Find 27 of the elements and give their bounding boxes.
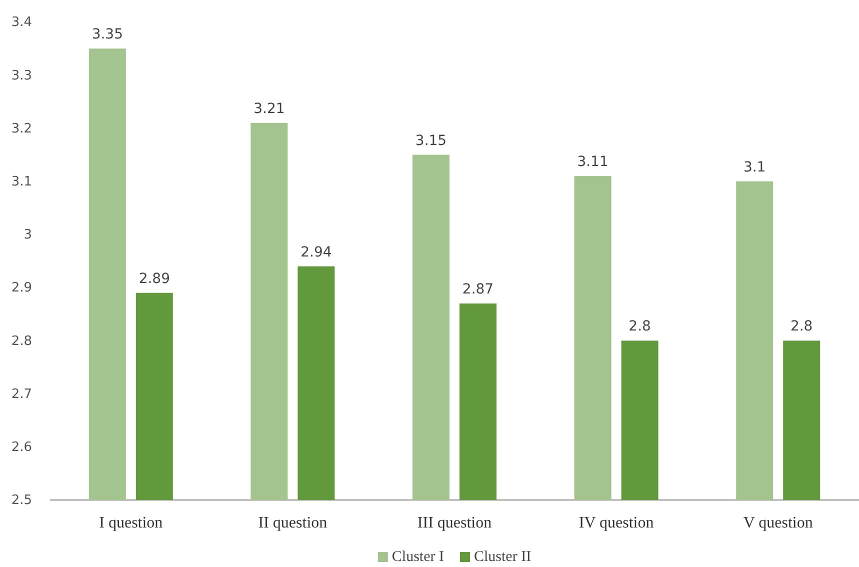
data-label: 2.89 (138, 270, 170, 287)
y-tick-label: 2.9 (11, 280, 32, 296)
y-tick-label: 2.6 (11, 440, 32, 456)
data-label: 3.1 (743, 159, 766, 176)
x-tick-label: II question (258, 514, 328, 532)
data-label: 3.21 (254, 100, 285, 117)
y-tick-label: 3.3 (11, 68, 32, 84)
data-label: 3.35 (92, 26, 123, 43)
data-label: 2.94 (300, 244, 332, 260)
x-tick-label: IV question (578, 514, 654, 532)
y-tick-label: 3.4 (11, 15, 32, 30)
y-tick-label: 2.7 (11, 386, 32, 402)
y-tick-label: 2.5 (11, 493, 32, 508)
data-label: 3.11 (577, 154, 608, 170)
data-label: 3.15 (415, 132, 447, 149)
legend-label: Cluster II (474, 549, 532, 565)
y-tick-label: 3.2 (11, 121, 32, 136)
x-tick-label: V question (743, 514, 813, 532)
legend-label: Cluster I (392, 549, 444, 565)
data-label: 2.87 (462, 281, 494, 298)
data-label: 2.8 (628, 318, 651, 335)
data-label: 2.8 (790, 318, 813, 335)
y-tick-label: 2.8 (11, 334, 32, 349)
y-tick-label: 3.1 (11, 174, 32, 190)
x-tick-label: I question (99, 514, 163, 532)
y-tick-label: 3 (24, 228, 32, 243)
x-tick-label: III question (417, 514, 492, 532)
